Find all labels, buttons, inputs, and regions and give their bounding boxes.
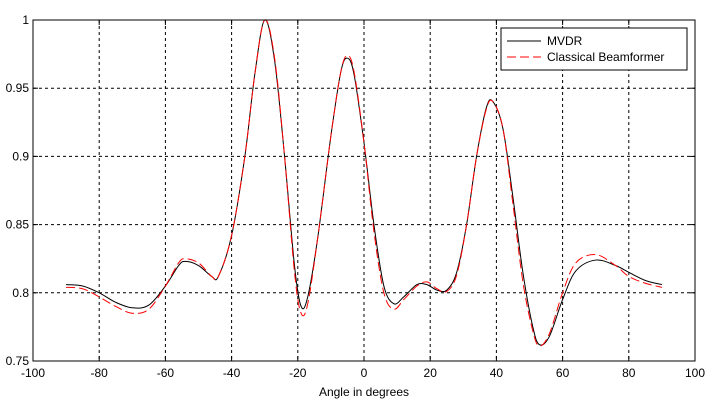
x-tick-label: 80 xyxy=(622,366,636,380)
x-tick-label: -40 xyxy=(223,366,241,380)
y-tick-label: 0.8 xyxy=(12,286,29,300)
y-tick-label: 0.85 xyxy=(6,218,30,232)
y-tick-label: 0.9 xyxy=(12,149,29,163)
x-tick-label: 60 xyxy=(556,366,570,380)
x-tick-label: -20 xyxy=(289,366,307,380)
series-line-mvdr xyxy=(66,19,663,346)
legend: MVDR Classical Beamformer xyxy=(500,27,688,71)
x-tick-label: -80 xyxy=(91,366,109,380)
grid-lines xyxy=(33,20,695,361)
y-tick-label: 1 xyxy=(22,13,29,27)
y-tick-label: 0.75 xyxy=(6,354,30,368)
x-tick-label: 100 xyxy=(685,366,705,380)
x-tick-label: 40 xyxy=(490,366,504,380)
legend-label: MVDR xyxy=(547,34,583,48)
x-tick-label: -100 xyxy=(21,366,45,380)
y-tick-label: 0.95 xyxy=(6,81,30,95)
series-layer xyxy=(66,19,663,347)
x-tick-label: 0 xyxy=(361,366,368,380)
axis-ticks: -100 -80 -60 -40 -20 0 20 40 60 80 100 0.75 0.8 0.85 0… xyxy=(6,13,706,380)
x-tick-label: -60 xyxy=(157,366,175,380)
series-line-classical-beamformer xyxy=(66,19,663,347)
legend-label: Classical Beamformer xyxy=(547,50,664,64)
x-tick-label: 20 xyxy=(424,366,438,380)
x-axis-label: Angle in degrees xyxy=(319,385,409,399)
legend-box xyxy=(500,27,688,71)
